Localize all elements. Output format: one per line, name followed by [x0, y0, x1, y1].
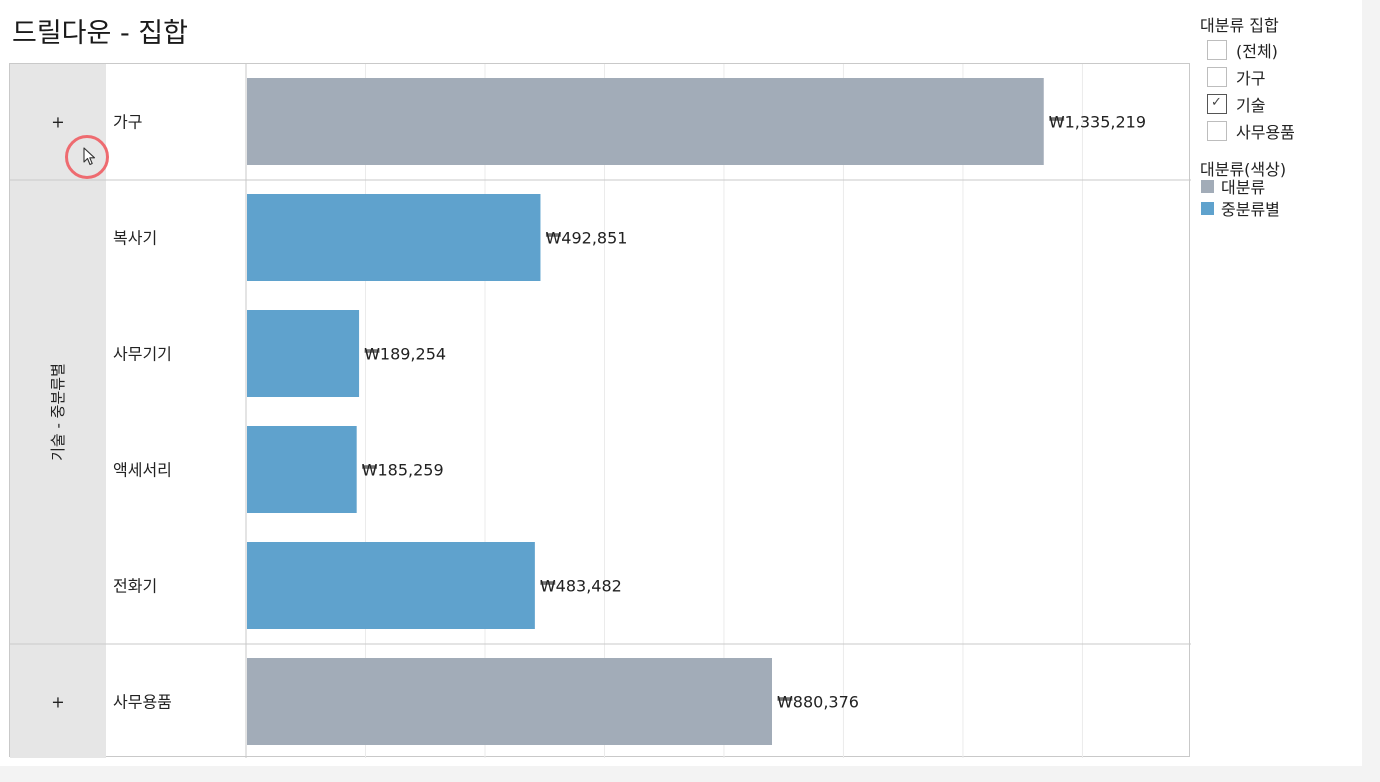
bar[interactable] — [247, 542, 535, 629]
expand-group-button[interactable]: + — [51, 113, 64, 132]
data-label: ₩185,259 — [362, 461, 444, 480]
color-legend-title: 대분류(색상) — [1200, 160, 1287, 179]
page-title: 드릴다운 - 집합 — [12, 18, 188, 49]
filter-item[interactable]: (전체) — [1207, 38, 1278, 62]
filter-label: 가구 — [1236, 69, 1266, 88]
row-label: 사무용품 — [113, 693, 172, 712]
color-swatch — [1201, 179, 1214, 193]
filter-label: 사무용품 — [1236, 123, 1295, 142]
data-label: ₩880,376 — [777, 693, 859, 712]
filter-checkbox[interactable] — [1207, 121, 1227, 141]
color-legend-item[interactable]: 대분류 — [1201, 176, 1266, 197]
color-legend-label: 대분류 — [1221, 178, 1266, 197]
bar-chart: + 가구 ₩1,335,219 기술 - 중분류별 복사기 ₩492,851 사무기기 ₩18… — [9, 63, 1191, 758]
dashboard-canvas: 드릴다운 - 집합 + 가구 ₩1,335,219 기술 - 중분류별 복사기 ₩492,… — [0, 0, 1362, 766]
bar[interactable] — [247, 194, 541, 281]
filter-checkbox[interactable] — [1207, 40, 1227, 60]
group-header-label: 기술 - 중분류별 — [49, 363, 67, 461]
row-label: 복사기 — [113, 229, 157, 248]
filter-label: (전체) — [1236, 42, 1278, 61]
filter-item[interactable]: 사무용품 — [1207, 119, 1295, 143]
color-swatch — [1201, 201, 1214, 215]
color-legend-item[interactable]: 중분류별 — [1201, 198, 1280, 219]
data-label: ₩483,482 — [540, 577, 622, 596]
bar[interactable] — [247, 310, 360, 397]
row-label: 가구 — [113, 113, 142, 132]
row-label: 전화기 — [113, 577, 157, 596]
data-label: ₩189,254 — [364, 345, 446, 364]
check-icon: ✓ — [1211, 95, 1222, 110]
bar[interactable] — [247, 658, 772, 745]
filter-checkbox[interactable] — [1207, 67, 1227, 87]
row-label: 액세서리 — [113, 461, 172, 480]
bar[interactable] — [247, 426, 357, 513]
filter-label: 기술 — [1236, 96, 1266, 115]
data-label: ₩1,335,219 — [1049, 113, 1146, 132]
color-legend-label: 중분류별 — [1221, 200, 1280, 219]
filter-legend-title: 대분류 집합 — [1200, 16, 1279, 35]
filter-item[interactable]: 가구 — [1207, 65, 1265, 89]
bar-chart-svg: + 가구 ₩1,335,219 기술 - 중분류별 복사기 ₩492,851 사무기기 ₩18… — [10, 64, 1191, 758]
row-label: 사무기기 — [113, 345, 172, 364]
data-label: ₩492,851 — [545, 229, 627, 248]
expand-group-button[interactable]: + — [51, 693, 64, 712]
bar[interactable] — [247, 78, 1044, 165]
filter-item[interactable]: ✓ 기술 — [1207, 92, 1265, 116]
filter-checkbox[interactable]: ✓ — [1207, 94, 1227, 114]
